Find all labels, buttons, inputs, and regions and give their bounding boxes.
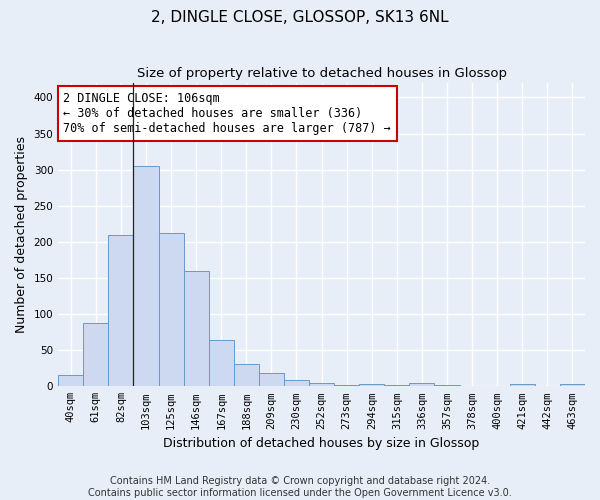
Text: Contains HM Land Registry data © Crown copyright and database right 2024.
Contai: Contains HM Land Registry data © Crown c… bbox=[88, 476, 512, 498]
Bar bbox=[434, 385, 460, 386]
Text: 2 DINGLE CLOSE: 106sqm
← 30% of detached houses are smaller (336)
70% of semi-de: 2 DINGLE CLOSE: 106sqm ← 30% of detached… bbox=[64, 92, 391, 135]
Bar bbox=[409, 384, 434, 386]
Text: 2, DINGLE CLOSE, GLOSSOP, SK13 6NL: 2, DINGLE CLOSE, GLOSSOP, SK13 6NL bbox=[151, 10, 449, 25]
Y-axis label: Number of detached properties: Number of detached properties bbox=[15, 136, 28, 333]
Bar bbox=[133, 166, 158, 386]
X-axis label: Distribution of detached houses by size in Glossop: Distribution of detached houses by size … bbox=[163, 437, 480, 450]
Bar bbox=[158, 232, 184, 386]
Bar bbox=[209, 340, 234, 386]
Bar bbox=[234, 364, 259, 386]
Bar bbox=[284, 380, 309, 386]
Bar bbox=[385, 385, 409, 386]
Bar bbox=[184, 271, 209, 386]
Bar bbox=[510, 384, 535, 386]
Bar bbox=[58, 376, 83, 386]
Title: Size of property relative to detached houses in Glossop: Size of property relative to detached ho… bbox=[137, 68, 506, 80]
Bar bbox=[83, 323, 109, 386]
Bar bbox=[334, 385, 359, 386]
Bar bbox=[309, 382, 334, 386]
Bar bbox=[259, 374, 284, 386]
Bar bbox=[109, 234, 133, 386]
Bar bbox=[359, 384, 385, 386]
Bar bbox=[560, 384, 585, 386]
